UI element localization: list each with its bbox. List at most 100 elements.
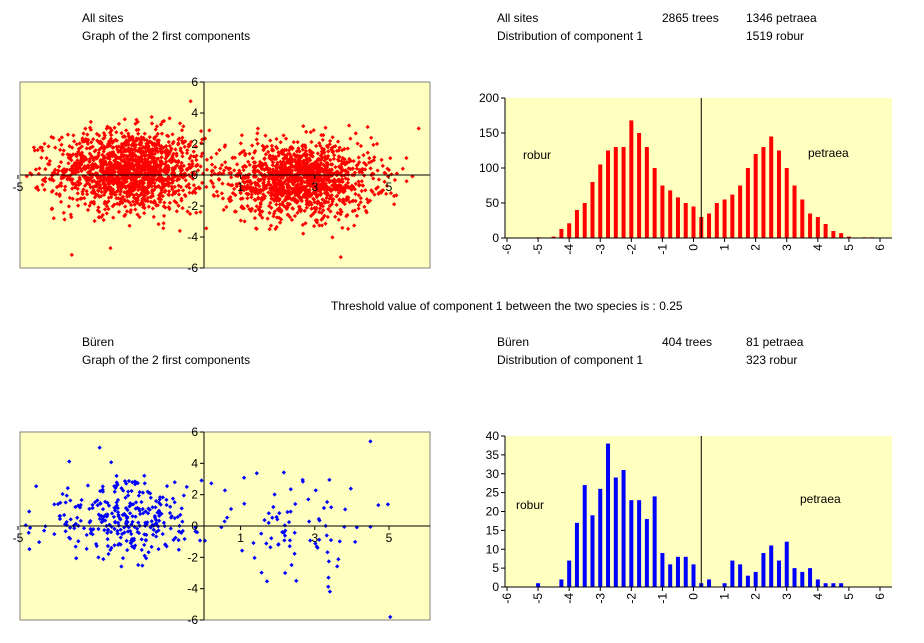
data-point: [230, 155, 235, 161]
buren-histogram-robur-label: robur: [516, 498, 544, 512]
data-point: [148, 160, 153, 166]
histogram-bar: [629, 500, 634, 587]
data-point: [103, 159, 108, 164]
data-point: [249, 206, 255, 211]
data-point: [158, 160, 163, 165]
data-point: [358, 143, 364, 149]
x-tick-label: 6: [873, 244, 887, 251]
data-point: [136, 187, 141, 193]
data-point: [356, 155, 361, 160]
data-point: [347, 199, 352, 205]
data-point: [221, 168, 227, 173]
y-tick-label: 2: [191, 488, 198, 502]
data-point: [158, 164, 163, 169]
data-point: [353, 181, 358, 186]
data-point: [200, 180, 205, 185]
x-tick-label: -1: [655, 244, 669, 255]
data-point: [161, 145, 166, 151]
data-point: [101, 147, 106, 152]
histogram-bar: [831, 583, 836, 587]
data-point: [174, 209, 179, 214]
x-tick-label: 3: [311, 531, 318, 545]
data-point: [111, 138, 117, 144]
data-point: [52, 171, 57, 176]
data-point: [245, 196, 250, 201]
histogram-bar: [839, 233, 844, 238]
data-point: [209, 155, 214, 160]
data-point: [176, 192, 182, 197]
data-point: [132, 139, 138, 144]
data-point: [102, 133, 107, 138]
x-tick-label: 3: [311, 180, 318, 194]
data-point: [65, 176, 70, 181]
data-point: [76, 203, 81, 208]
data-point: [289, 217, 295, 222]
data-point: [333, 214, 338, 219]
histogram-bar: [738, 564, 743, 587]
data-point: [102, 201, 107, 206]
data-point: [51, 178, 56, 183]
data-point: [147, 134, 152, 140]
data-point: [87, 203, 92, 208]
data-point: [134, 162, 139, 167]
data-point: [98, 175, 103, 180]
y-tick-label: 40: [486, 429, 500, 443]
data-point: [227, 170, 232, 176]
data-point: [179, 160, 184, 165]
data-point: [268, 200, 273, 205]
data-point: [80, 139, 86, 144]
data-point: [121, 184, 126, 189]
data-point: [77, 177, 83, 182]
data-point: [141, 205, 146, 210]
data-point: [354, 213, 360, 218]
data-point: [97, 194, 102, 199]
histogram-bar: [613, 477, 618, 587]
data-point: [355, 141, 360, 146]
bottom-scatter-title: Büren: [82, 335, 115, 349]
data-point: [263, 133, 268, 138]
data-point: [259, 195, 265, 200]
data-point: [323, 221, 328, 226]
data-point: [122, 157, 127, 162]
all-sites-histogram-petraea-label: petraea: [808, 146, 849, 160]
data-point: [145, 145, 151, 150]
data-point: [183, 178, 188, 183]
data-point: [240, 196, 245, 201]
data-point: [123, 212, 128, 217]
data-point: [337, 154, 342, 160]
data-point: [269, 143, 275, 148]
data-point: [75, 191, 80, 196]
data-point: [133, 181, 138, 187]
data-point: [101, 156, 106, 161]
data-point: [75, 197, 80, 202]
data-point: [106, 206, 111, 212]
data-point: [158, 122, 164, 127]
data-point: [198, 164, 203, 169]
histogram-bar: [815, 579, 820, 587]
data-point: [116, 121, 122, 127]
data-point: [136, 136, 141, 141]
data-point: [363, 188, 368, 193]
histogram-bar: [769, 545, 774, 587]
histogram-bar: [761, 147, 766, 238]
data-point: [135, 212, 140, 217]
data-point: [92, 218, 97, 224]
data-point: [164, 171, 169, 176]
histogram-bar: [644, 519, 649, 587]
data-point: [125, 198, 130, 204]
data-point: [233, 193, 238, 198]
data-point: [184, 184, 189, 189]
data-point: [104, 204, 109, 209]
histogram-bar: [808, 568, 813, 587]
data-point: [141, 180, 146, 186]
data-point: [230, 191, 236, 196]
data-point: [156, 141, 161, 146]
data-point: [101, 171, 107, 176]
data-point: [319, 210, 324, 216]
data-point: [132, 202, 137, 207]
data-point: [126, 131, 131, 136]
data-point: [39, 145, 44, 150]
x-tick-label: 0: [687, 593, 701, 600]
histogram-bar: [660, 553, 665, 587]
data-point: [124, 138, 129, 143]
